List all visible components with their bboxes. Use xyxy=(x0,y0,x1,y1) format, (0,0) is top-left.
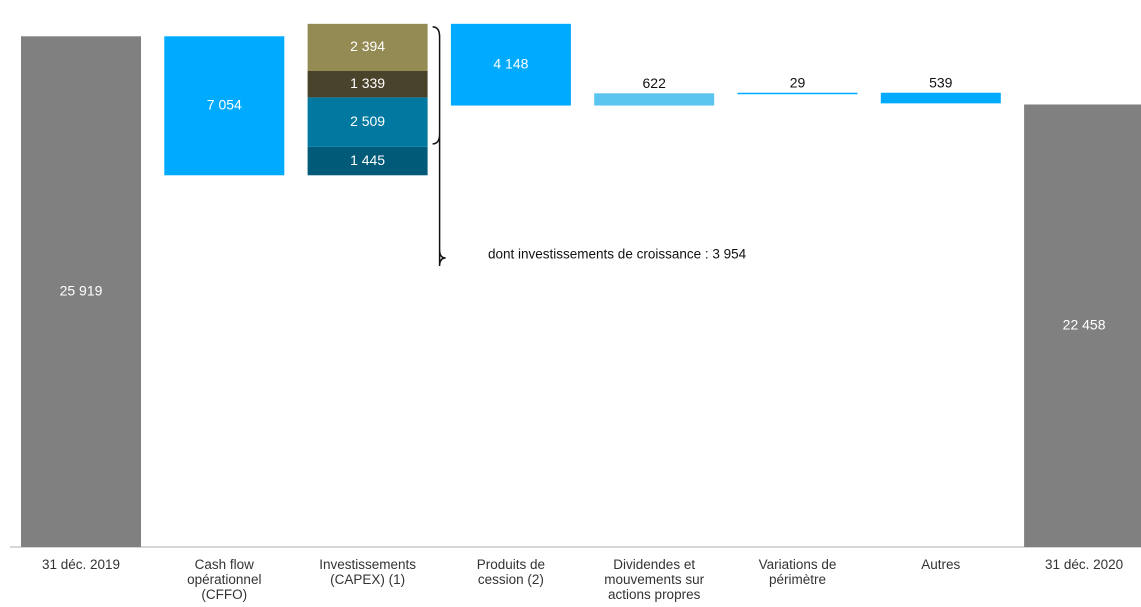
bar xyxy=(307,146,428,176)
annotation: dont investissements de croissance : 3 9… xyxy=(488,247,747,262)
x-tick-label: Variations de périmètre xyxy=(758,557,837,587)
x-tick-label: Dividendes et mouvements sur actions pro… xyxy=(604,557,705,602)
value-label: 622 xyxy=(643,75,667,91)
value-label: 22 458 xyxy=(1063,316,1106,332)
bar xyxy=(880,92,1001,104)
value-label: 2 394 xyxy=(350,38,385,54)
bar xyxy=(307,97,428,147)
brace xyxy=(432,26,446,267)
value-label: 29 xyxy=(790,74,806,90)
value-label: 1 445 xyxy=(350,152,385,168)
bar xyxy=(737,92,858,95)
value-label: 4 148 xyxy=(493,55,528,71)
value-label: 539 xyxy=(929,74,953,90)
value-label: 7 054 xyxy=(207,96,242,112)
x-tick-label: Autres xyxy=(921,557,961,572)
x-tick-label: Investissements (CAPEX) (1) xyxy=(319,557,416,587)
bar xyxy=(594,93,715,106)
value-label: 1 339 xyxy=(350,75,385,91)
bar xyxy=(450,23,571,106)
bar xyxy=(21,36,141,547)
x-tick-label: 31 déc. 2020 xyxy=(1045,557,1124,572)
x-tick-label: Produits de cession (2) xyxy=(476,557,546,587)
x-tick-label: 31 déc. 2019 xyxy=(41,557,121,572)
value-label: 2 509 xyxy=(350,113,385,129)
bar xyxy=(307,70,428,98)
value-label: 25 919 xyxy=(60,282,103,298)
x-tick-label: Cash flow opérationnel (CFFO) xyxy=(187,557,262,602)
bar xyxy=(164,36,285,176)
bar xyxy=(307,23,428,71)
bar xyxy=(1024,104,1141,547)
